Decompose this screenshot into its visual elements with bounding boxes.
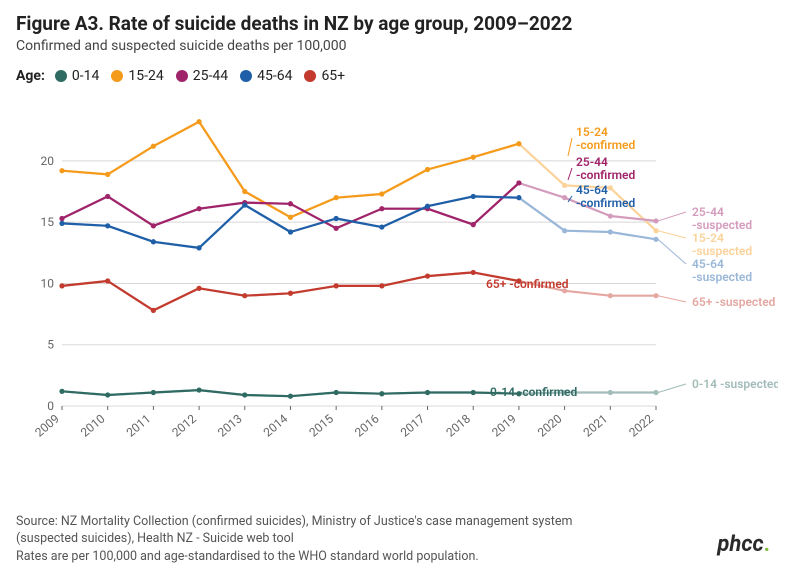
svg-text:2021: 2021 [581,412,611,440]
svg-text:0-14 -suspected: 0-14 -suspected [692,377,778,391]
source-footnote: Source: NZ Mortality Collection (confirm… [16,513,778,566]
svg-text:2011: 2011 [124,412,154,440]
svg-text:15-24: 15-24 [692,231,724,245]
svg-text:2022: 2022 [626,411,656,439]
legend: Age: 0-14 15-24 25-44 45-64 65+ [16,68,778,84]
svg-text:2020: 2020 [535,411,565,439]
svg-text:25-44: 25-44 [692,205,724,219]
svg-text:5: 5 [47,338,54,352]
chart-subtitle: Confirmed and suspected suicide deaths p… [16,38,778,54]
svg-text:2010: 2010 [78,411,108,439]
svg-text:2009: 2009 [32,412,62,440]
legend-item: 65+ [304,68,345,84]
svg-text:0-14 -confirmed: 0-14 -confirmed [490,385,577,399]
svg-text:2015: 2015 [306,411,336,439]
svg-text:45-64: 45-64 [576,183,608,197]
line-chart: 0 5 10 15 20 2009 2010 2011 2012 2013 2014 2015 2016… [16,108,778,458]
svg-text:10: 10 [41,276,55,290]
svg-text:-suspected: -suspected [692,244,752,258]
legend-label: Age: [16,68,45,84]
svg-text:2016: 2016 [352,411,382,439]
svg-text:65+ -suspected: 65+ -suspected [692,295,776,309]
chart-title: Figure A3. Rate of suicide deaths in NZ … [16,12,778,36]
svg-text:2013: 2013 [215,412,245,440]
legend-item: 0-14 [55,68,99,84]
svg-text:2012: 2012 [169,411,199,439]
phcc-logo: phcc. [717,532,770,557]
legend-item: 25-44 [176,68,228,84]
svg-text:2018: 2018 [443,411,473,439]
svg-text:2014: 2014 [261,411,291,439]
svg-text:15-24: 15-24 [576,125,608,139]
svg-text:25-44: 25-44 [576,155,608,169]
legend-item: 15-24 [111,68,163,84]
svg-text:2017: 2017 [398,411,428,439]
svg-text:-suspected: -suspected [692,270,752,284]
svg-text:0: 0 [47,399,54,413]
svg-text:20: 20 [41,154,55,168]
legend-item: 45-64 [240,68,292,84]
svg-text:-confirmed: -confirmed [576,168,636,182]
svg-text:-confirmed: -confirmed [576,196,636,210]
svg-text:65+ -confirmed: 65+ -confirmed [486,277,569,291]
svg-text:15: 15 [41,215,55,229]
svg-text:-confirmed: -confirmed [576,138,636,152]
svg-text:45-64: 45-64 [692,257,724,271]
svg-text:2019: 2019 [489,412,519,440]
svg-text:-suspected: -suspected [692,218,752,232]
